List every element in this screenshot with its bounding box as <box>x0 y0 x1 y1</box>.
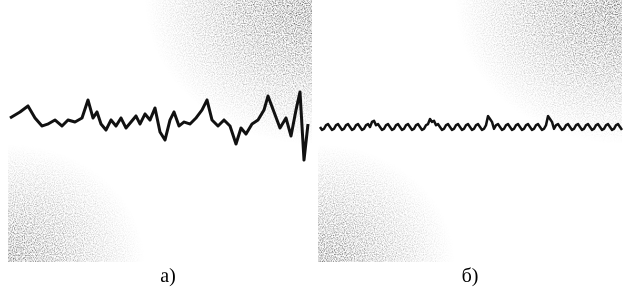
panel-label: а) <box>160 265 176 287</box>
panel-b: б) <box>318 0 622 287</box>
page: а) б) (() => { const data = JSON.parse(d… <box>0 0 624 293</box>
figure: а) б) <box>0 0 624 293</box>
panel-a: а) <box>8 0 312 287</box>
panel-label: б) <box>462 265 479 287</box>
corner-noise <box>318 0 622 262</box>
